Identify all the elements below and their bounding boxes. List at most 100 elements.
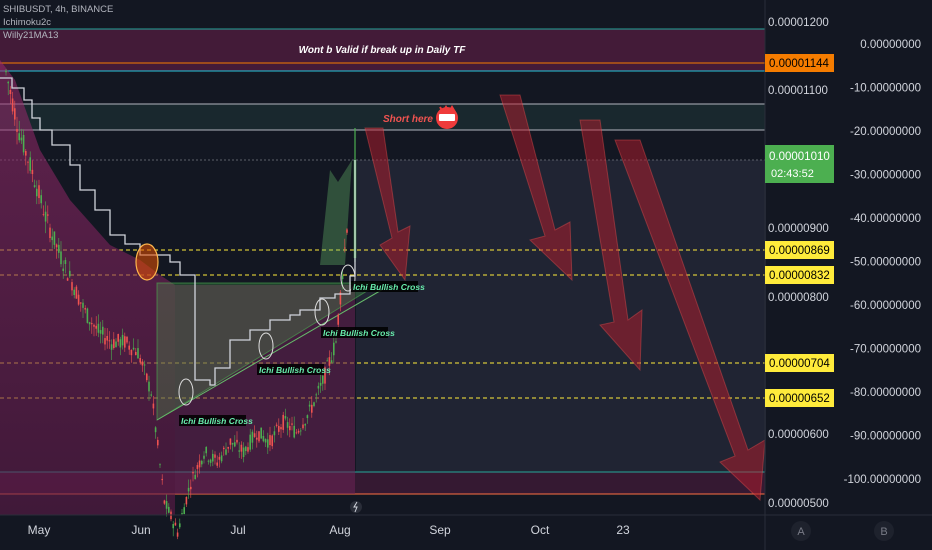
- time-axis-label: Oct: [531, 523, 550, 537]
- candle-body: [102, 326, 104, 335]
- ichi-cross-bg: [351, 281, 418, 292]
- candle-body: [192, 471, 194, 474]
- oscillator-tick-label: 0.00000000: [860, 39, 921, 51]
- candle-body: [341, 275, 344, 280]
- badge-value: 0.00000704: [769, 358, 830, 370]
- candle-body: [18, 133, 20, 141]
- ichi-cross-tag: Ichi Bullish Cross: [179, 415, 253, 426]
- candle-body: [104, 338, 106, 345]
- short-zone: [0, 104, 765, 130]
- cross-circle: [340, 264, 356, 292]
- legend-indicator-willy[interactable]: Willy21MA13: [3, 30, 59, 41]
- candle-body: [282, 414, 284, 430]
- candle-body: [58, 244, 60, 253]
- candle-body: [256, 437, 258, 440]
- last-price-badge[interactable]: 0.00001010 02:43:52: [765, 145, 834, 183]
- short-here-label: Short here: [383, 114, 433, 125]
- candle-body: [245, 446, 247, 452]
- price-level-badge[interactable]: 0.00000832: [765, 266, 834, 284]
- price-tick-label: 0.00000900: [768, 223, 829, 235]
- legend-symbol[interactable]: SHIBUSDT, 4h, BINANCE: [3, 4, 114, 15]
- scale-button-a[interactable]: A: [791, 521, 811, 541]
- candle-body: [185, 496, 188, 505]
- candle-body: [247, 447, 249, 452]
- candle-body: [40, 195, 42, 204]
- candle-body: [275, 424, 278, 426]
- candle-body: [143, 364, 146, 366]
- last-price-bg: [765, 145, 834, 183]
- candle-body: [176, 532, 179, 537]
- candle-body: [161, 478, 163, 481]
- candle-body: [260, 427, 262, 439]
- price-level-badge[interactable]: 0.00000869: [765, 241, 834, 259]
- candle-body: [249, 434, 251, 450]
- candle-body: [205, 446, 207, 454]
- last-price-value: 0.00001010: [769, 151, 830, 163]
- candle-body: [16, 129, 18, 132]
- candle-body: [236, 439, 238, 443]
- scale-button-label: B: [880, 526, 887, 538]
- bullish-arrow-shape: [320, 160, 352, 265]
- cross-circle: [314, 298, 330, 326]
- candle-body: [187, 487, 190, 492]
- candle-body: [62, 268, 64, 272]
- oscillator-tick-label: -10.00000000: [850, 83, 921, 95]
- candle-body: [223, 447, 225, 450]
- price-level-badge[interactable]: 0.00000704: [765, 354, 834, 372]
- candle-body: [251, 431, 254, 443]
- candle-body: [44, 211, 47, 222]
- candle-body: [55, 244, 58, 248]
- candle-body: [88, 322, 91, 325]
- candle-body: [71, 282, 73, 291]
- candle-body: [14, 108, 16, 120]
- candle-body: [273, 431, 276, 436]
- candle-body: [289, 426, 291, 431]
- price-level-badge[interactable]: 0.00000652: [765, 389, 834, 407]
- highlight-circle: [135, 243, 159, 281]
- chart-legend: SHIBUSDT, 4h, BINANCE Ichimoku2c Willy21…: [3, 3, 113, 42]
- candle-body: [139, 358, 141, 363]
- badge-bg: [765, 354, 834, 372]
- invalidation-note: Wont b Valid if break up in Daily TF: [299, 45, 467, 56]
- legend-indicator-ichimoku[interactable]: Ichimoku2c: [3, 17, 52, 28]
- candle-body: [300, 430, 302, 432]
- price-tick-label: 0.00000800: [768, 292, 829, 304]
- candle-body: [99, 330, 102, 334]
- candle-body: [119, 339, 122, 348]
- candle-body: [324, 367, 326, 384]
- candle-body: [93, 324, 95, 327]
- candle-body: [194, 474, 196, 480]
- candle-body: [146, 373, 148, 381]
- badge-value: 0.00000832: [769, 270, 830, 282]
- candle-body: [229, 438, 232, 445]
- bearish-arrow: [499, 94, 573, 282]
- candle-body: [181, 513, 183, 515]
- candle-body: [174, 522, 177, 526]
- scale-button-b[interactable]: B: [874, 521, 894, 541]
- candle-body: [91, 323, 93, 325]
- price-level-badge[interactable]: 0.00001144: [765, 54, 834, 72]
- candle-body: [280, 427, 282, 430]
- ichi-cross-label: Ichi Bullish Cross: [259, 365, 331, 375]
- candle-body: [346, 229, 348, 233]
- time-axis-label: Jul: [230, 523, 245, 537]
- candle-body: [163, 500, 166, 504]
- bearish-arrow: [614, 139, 766, 502]
- badge-bg: [765, 266, 834, 284]
- candle-body: [86, 308, 89, 323]
- candle-body: [130, 349, 133, 356]
- candle-body: [108, 340, 111, 342]
- candle-body: [214, 454, 216, 458]
- candle-body: [262, 435, 265, 442]
- replay-icon[interactable]: [350, 501, 362, 513]
- candle-body: [297, 430, 300, 433]
- candle-body: [306, 415, 309, 419]
- candle-body: [110, 344, 113, 350]
- price-tick-label: 0.00001200: [768, 17, 829, 29]
- candle-body: [326, 360, 328, 362]
- candle-body: [75, 286, 78, 299]
- candle-body: [152, 403, 155, 409]
- ichi-cross-bg: [179, 415, 246, 426]
